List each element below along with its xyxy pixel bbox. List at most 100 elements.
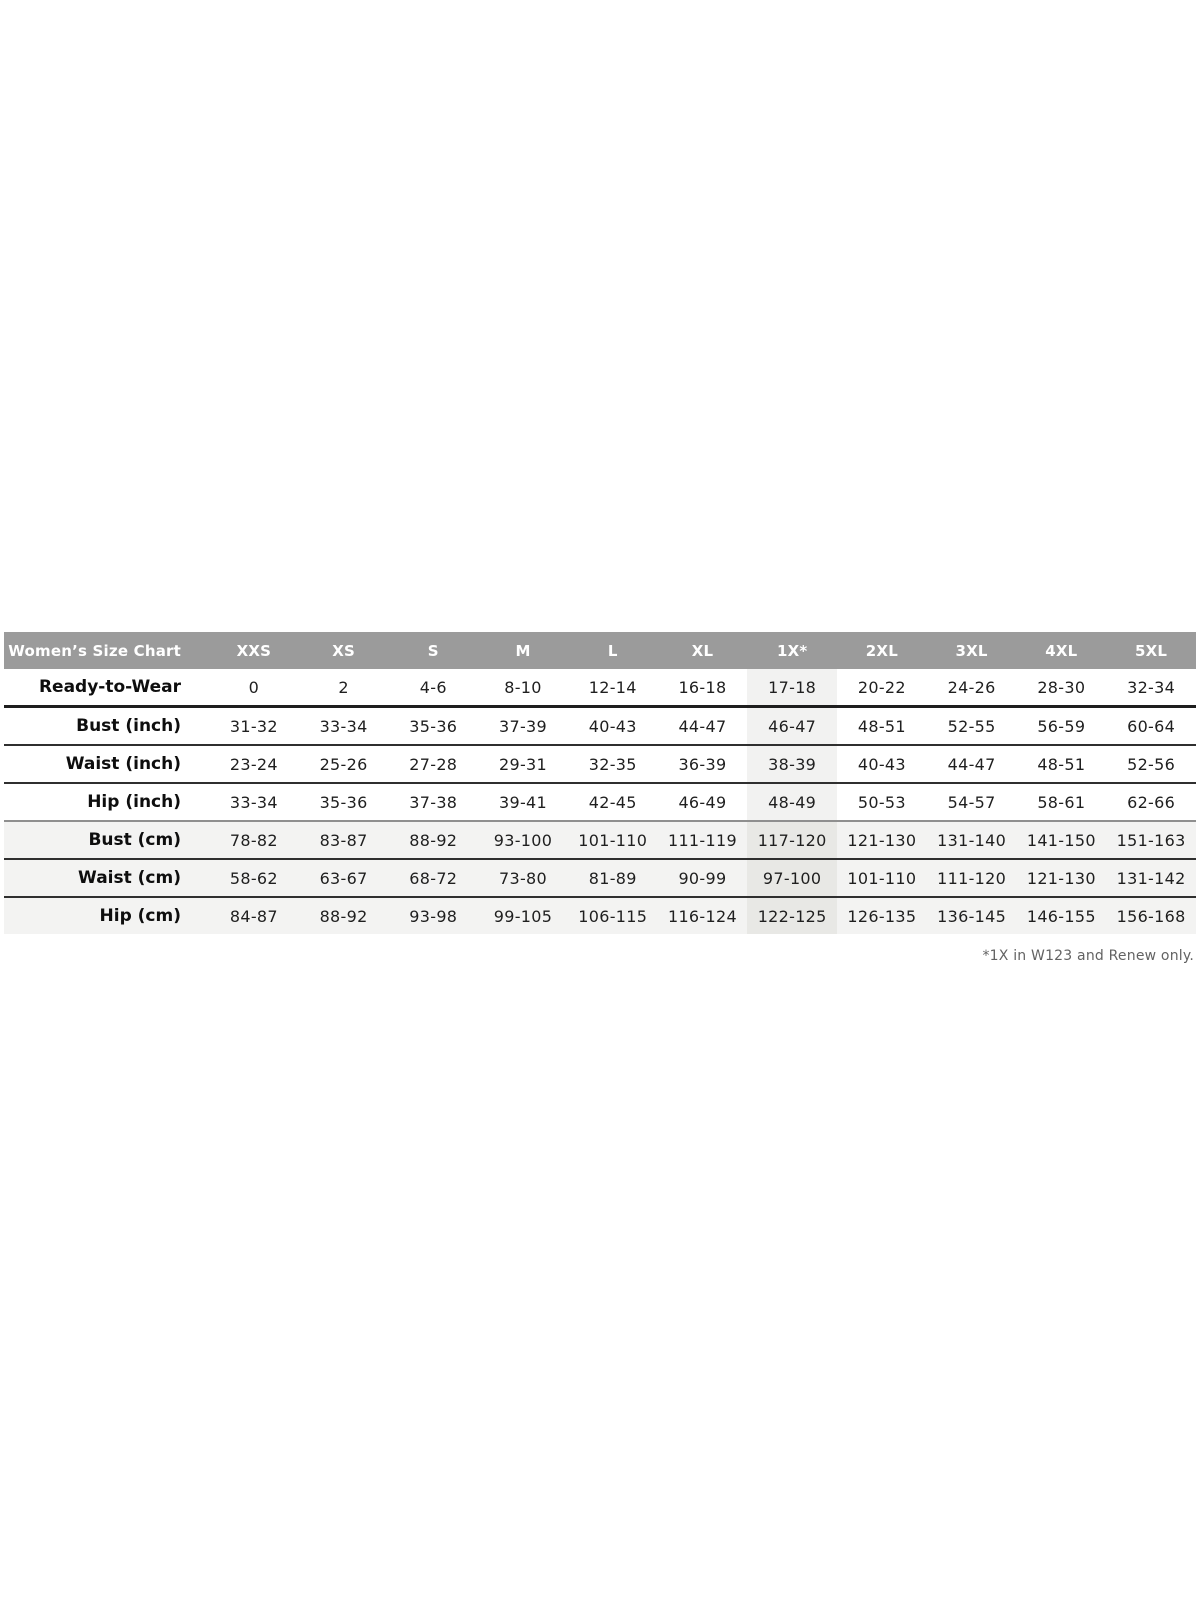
size-value-cell: 40-43: [567, 705, 658, 745]
size-value-cell: 16-18: [678, 677, 727, 697]
size-value-cell: 136-145: [926, 896, 1017, 934]
size-value-cell: 146-155: [1016, 896, 1107, 934]
size-value-cell: 8-10: [504, 677, 542, 697]
size-value-cell: 58-61: [1016, 782, 1107, 821]
size-value-cell-highlighted: 48-49: [747, 782, 838, 821]
size-value-cell: 83-87: [298, 820, 389, 859]
size-value-cell: 126-135: [837, 896, 927, 934]
size-value-cell: 12-14: [588, 677, 637, 697]
header-row: Women’s Size Chart XXS XS S M L XL 1X* 2…: [4, 632, 1196, 669]
size-value-cell: 99-105: [478, 896, 568, 934]
size-value-cell: 116-124: [657, 896, 748, 934]
size-value-cell-highlighted: 38-39: [747, 744, 838, 783]
size-value-cell: 46-49: [657, 782, 748, 821]
size-value-cell: 63-67: [298, 858, 389, 897]
row-label: Ready-to-Wear: [38, 677, 181, 697]
size-value-cell: 42-45: [567, 782, 658, 821]
size-value-cell: 73-80: [478, 858, 568, 897]
size-value-cell: 88-92: [298, 896, 389, 934]
size-value-cell: 23-24: [209, 744, 299, 783]
chart-title: Women’s Size Chart: [4, 632, 209, 669]
size-value-cell: 56-59: [1016, 705, 1107, 745]
size-value-cell: 101-110: [567, 820, 658, 859]
size-column-header-xxs: XXS: [209, 632, 299, 669]
size-column-header-2xl: 2XL: [837, 632, 927, 669]
row-label: Bust (inch): [4, 705, 209, 745]
size-value-cell: 35-36: [298, 782, 389, 821]
row-label: Bust (cm): [4, 820, 209, 859]
size-value-cell: 106-115: [567, 896, 658, 934]
size-value-cell: 44-47: [657, 705, 748, 745]
size-value-cell: 40-43: [837, 744, 927, 783]
size-value-cell-highlighted: 122-125: [747, 896, 838, 934]
size-column-header-1x: 1X*: [747, 632, 838, 669]
table-row-hip-cm: Hip (cm) 84-87 88-92 93-98 99-105 106-11…: [4, 896, 1196, 934]
size-column-header-l: L: [567, 632, 658, 669]
size-value-cell: 33-34: [298, 705, 389, 745]
size-value-cell: 37-38: [388, 782, 479, 821]
size-value-cell: 62-66: [1106, 782, 1196, 821]
size-value-cell: 111-119: [657, 820, 748, 859]
size-value-cell: 68-72: [388, 858, 479, 897]
size-value-cell-highlighted: 17-18: [747, 669, 838, 707]
table-row-bust-inch: Bust (inch) 31-32 33-34 35-36 37-39 40-4…: [4, 705, 1196, 745]
size-value-cell: 90-99: [657, 858, 748, 897]
size-value-cell: 31-32: [209, 705, 299, 745]
row-label: Waist (inch): [4, 744, 209, 783]
size-value-cell: 29-31: [478, 744, 568, 783]
size-value-cell: 24-26: [947, 677, 996, 697]
table-row-waist-inch: Waist (inch) 23-24 25-26 27-28 29-31 32-…: [4, 744, 1196, 783]
size-value-cell: 50-53: [837, 782, 927, 821]
size-value-cell: 36-39: [657, 744, 748, 783]
size-value-cell: 111-120: [926, 858, 1017, 897]
size-value-cell: 39-41: [478, 782, 568, 821]
table-row-waist-cm: Waist (cm) 58-62 63-67 68-72 73-80 81-89…: [4, 858, 1196, 897]
size-value-cell: 48-51: [837, 705, 927, 745]
footnote: *1X in W123 and Renew only.: [982, 948, 1194, 964]
size-value-cell: 20-22: [857, 677, 906, 697]
size-value-cell: 141-150: [1016, 820, 1107, 859]
size-value-cell: 101-110: [837, 858, 927, 897]
size-value-cell: 60-64: [1106, 705, 1196, 745]
size-value-cell: 52-55: [926, 705, 1017, 745]
size-value-cell: 0: [248, 677, 260, 697]
size-value-cell: 58-62: [209, 858, 299, 897]
size-value-cell: 131-142: [1106, 858, 1196, 897]
size-column-header-3xl: 3XL: [926, 632, 1017, 669]
size-value-cell: 2: [338, 677, 349, 697]
size-value-cell: 151-163: [1106, 820, 1196, 859]
size-value-cell: 27-28: [388, 744, 479, 783]
table-row-bust-cm: Bust (cm) 78-82 83-87 88-92 93-100 101-1…: [4, 820, 1196, 859]
size-value-cell: 93-100: [478, 820, 568, 859]
size-value-cell: 88-92: [388, 820, 479, 859]
row-label: Hip (cm): [4, 896, 209, 934]
size-value-cell: 28-30: [1037, 677, 1086, 697]
size-value-cell: 37-39: [478, 705, 568, 745]
size-value-cell-highlighted: 97-100: [747, 858, 838, 897]
size-column-header-m: M: [478, 632, 568, 669]
size-value-cell: 121-130: [837, 820, 927, 859]
size-value-cell-highlighted: 117-120: [747, 820, 838, 859]
size-value-cell: 84-87: [209, 896, 299, 934]
size-value-cell: 48-51: [1016, 744, 1107, 783]
size-value-cell-highlighted: 46-47: [747, 705, 838, 745]
size-value-cell: 54-57: [926, 782, 1017, 821]
size-column-header-s: S: [388, 632, 479, 669]
size-value-cell: 33-34: [209, 782, 299, 821]
size-value-cell: 32-35: [567, 744, 658, 783]
size-value-cell: 121-130: [1016, 858, 1107, 897]
size-value-cell: 44-47: [926, 744, 1017, 783]
size-column-header-5xl: 5XL: [1106, 632, 1196, 669]
size-value-cell: 78-82: [209, 820, 299, 859]
size-value-cell: 93-98: [388, 896, 479, 934]
table-row-hip-inch: Hip (inch) 33-34 35-36 37-38 39-41 42-45…: [4, 782, 1196, 821]
size-column-header-xl: XL: [657, 632, 748, 669]
size-value-cell: 25-26: [298, 744, 389, 783]
size-value-cell: 156-168: [1106, 896, 1196, 934]
size-column-header-4xl: 4XL: [1016, 632, 1107, 669]
size-value-cell: 131-140: [926, 820, 1017, 859]
size-chart: Women’s Size Chart XXS XS S M L XL 1X* 2…: [4, 632, 1196, 964]
table-row-ready-to-wear: Ready-to-Wear 0 2 4-6 8-10 12-14 16-18 1…: [4, 669, 1196, 707]
row-label: Hip (inch): [4, 782, 209, 821]
size-value-cell: 32-34: [1127, 677, 1176, 697]
